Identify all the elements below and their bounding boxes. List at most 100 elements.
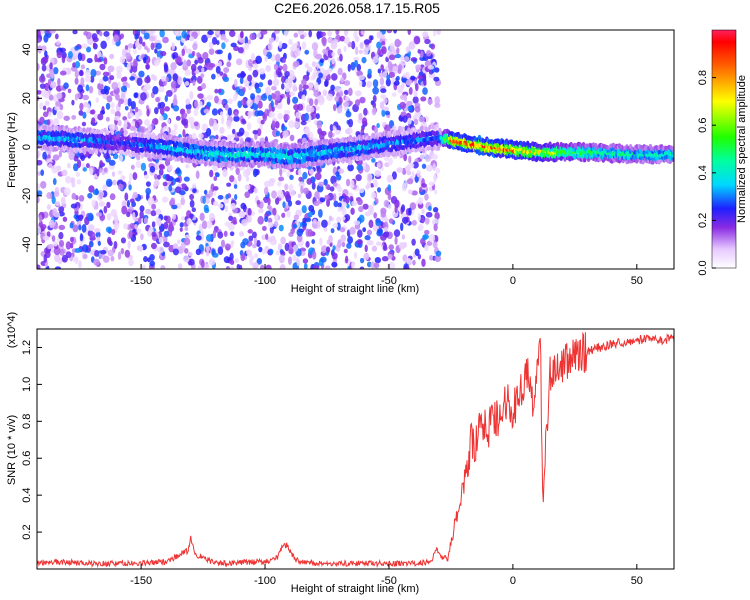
- spectrogram-noise-cell: [359, 257, 365, 264]
- spectrogram-noise-cell: [346, 203, 350, 209]
- spectrogram-noise-cell: [283, 30, 289, 37]
- spectrogram-noise-cell: [42, 111, 49, 118]
- spectrogram-noise-cell: [158, 168, 164, 176]
- spectrogram-noise-cell: [423, 77, 427, 86]
- spectrogram-noise-cell: [330, 175, 337, 185]
- spectrogram-noise-cell: [309, 106, 315, 113]
- spectrogram-noise-cell: [336, 216, 342, 224]
- spectrogram-signal-cell: [108, 149, 112, 155]
- spectrogram-noise-cell: [396, 40, 402, 46]
- spectrogram-noise-cell: [275, 250, 280, 256]
- spectrogram-noise-cell: [348, 118, 354, 128]
- spectrogram-noise-cell: [292, 244, 299, 252]
- spectrogram-noise-cell: [319, 237, 323, 246]
- spectrogram-noise-cell: [183, 59, 187, 68]
- spectrogram-noise-cell: [191, 207, 196, 213]
- spectrogram-noise-cell: [270, 240, 277, 246]
- spectrogram-noise-cell: [343, 248, 348, 254]
- spectrogram-noise-cell: [201, 123, 209, 132]
- spectrogram-noise-cell: [91, 199, 96, 207]
- spectrogram-noise-cell: [56, 40, 60, 45]
- spectrogram-noise-cell: [294, 47, 301, 57]
- spectrogram-noise-cell: [95, 231, 101, 239]
- spectrogram-noise-cell: [410, 75, 416, 81]
- spectrogram-noise-cell: [296, 228, 304, 237]
- spectrogram-signal-cell: [133, 132, 137, 138]
- spectrogram-noise-cell: [132, 212, 136, 221]
- spectrogram-noise-cell: [343, 30, 349, 37]
- spectrogram-noise-cell: [399, 101, 407, 110]
- spectrogram-noise-cell: [97, 240, 101, 247]
- spectrogram-noise-cell: [424, 193, 429, 201]
- spectrogram-noise-cell: [237, 46, 244, 54]
- spectrogram-noise-cell: [260, 119, 265, 125]
- spectrogram-noise-cell: [74, 247, 82, 254]
- spectrogram-noise-cell: [103, 152, 110, 159]
- spectrogram-noise-cell: [102, 71, 110, 77]
- spectrogram-noise-cell: [432, 207, 439, 213]
- spectrogram-noise-cell: [220, 116, 225, 125]
- spectrogram-noise-cell: [52, 154, 60, 161]
- spectrogram-noise-cell: [206, 220, 213, 229]
- spectrogram-noise-cell: [74, 70, 79, 79]
- spectrogram-noise-cell: [79, 233, 84, 242]
- spectrogram-noise-cell: [304, 49, 310, 55]
- spectrogram-noise-cell: [371, 107, 377, 116]
- spectrogram-noise-cell: [195, 248, 202, 256]
- spectrogram-noise-cell: [99, 63, 106, 71]
- spectrogram-noise-cell: [177, 76, 183, 86]
- spectrogram-noise-cell: [314, 172, 322, 181]
- spectrogram-noise-cell: [252, 63, 259, 69]
- spectrogram-noise-cell: [272, 78, 280, 87]
- spectrogram-noise-cell: [249, 33, 256, 41]
- spectrogram-noise-cell: [400, 222, 404, 232]
- spectrogram-noise-cell: [304, 126, 310, 135]
- spectrogram-signal-cell: [133, 151, 137, 157]
- spectrogram-noise-cell: [407, 30, 411, 36]
- spectrogram-noise-cell: [368, 173, 372, 181]
- spectrogram-signal-cell: [418, 147, 422, 152]
- spectrogram-noise-cell: [225, 265, 230, 269]
- spectrogram-noise-cell: [226, 61, 232, 68]
- spectrogram-noise-cell: [175, 167, 181, 174]
- spectrogram-noise-cell: [328, 130, 333, 139]
- spectrogram-noise-cell: [103, 205, 108, 214]
- spectrogram-noise-cell: [83, 31, 89, 36]
- spectrogram-noise-cell: [421, 216, 425, 224]
- spectrogram-noise-cell: [271, 190, 277, 199]
- spectrogram-noise-cell: [224, 104, 229, 111]
- spectrogram-noise-cell: [170, 129, 177, 137]
- spectrogram-noise-cell: [388, 54, 396, 61]
- spectrogram-noise-cell: [99, 110, 106, 115]
- spectrogram-noise-cell: [357, 198, 363, 206]
- spectrogram-noise-cell: [163, 64, 169, 73]
- spectrogram-noise-cell: [372, 86, 379, 95]
- spectrogram-noise-cell: [93, 258, 100, 266]
- spectrogram-noise-cell: [359, 96, 366, 104]
- spectrogram-noise-cell: [298, 181, 305, 188]
- spectrogram-noise-cell: [370, 35, 374, 41]
- spectrogram-noise-cell: [208, 117, 214, 127]
- spectrogram-noise-cell: [217, 231, 224, 239]
- spectrogram-noise-cell: [315, 113, 320, 120]
- spectrogram-noise-cell: [206, 94, 214, 101]
- spectrogram-noise-cell: [313, 264, 320, 269]
- spectrogram-noise-cell: [356, 238, 363, 245]
- spectrogram-noise-cell: [173, 30, 180, 36]
- spectrogram-noise-cell: [244, 42, 250, 50]
- spectrogram-noise-cell: [48, 243, 54, 249]
- spectrogram-noise-cell: [418, 116, 425, 123]
- spectrogram-noise-cell: [146, 108, 150, 117]
- spectrogram-noise-cell: [47, 78, 52, 85]
- spectrogram-noise-cell: [330, 84, 335, 91]
- spectrogram-noise-cell: [270, 85, 277, 91]
- spectrogram-noise-cell: [165, 89, 173, 97]
- spectrogram-noise-cell: [198, 223, 203, 232]
- spectrogram-noise-cell: [301, 41, 307, 50]
- spectrogram-noise-cell: [298, 84, 303, 93]
- spectrogram-noise-cell: [59, 70, 67, 76]
- spectrogram-noise-cell: [111, 171, 116, 177]
- spectrogram-noise-cell: [92, 42, 97, 48]
- spectrogram-noise-cell: [422, 31, 429, 38]
- spectrogram-noise-cell: [128, 258, 134, 267]
